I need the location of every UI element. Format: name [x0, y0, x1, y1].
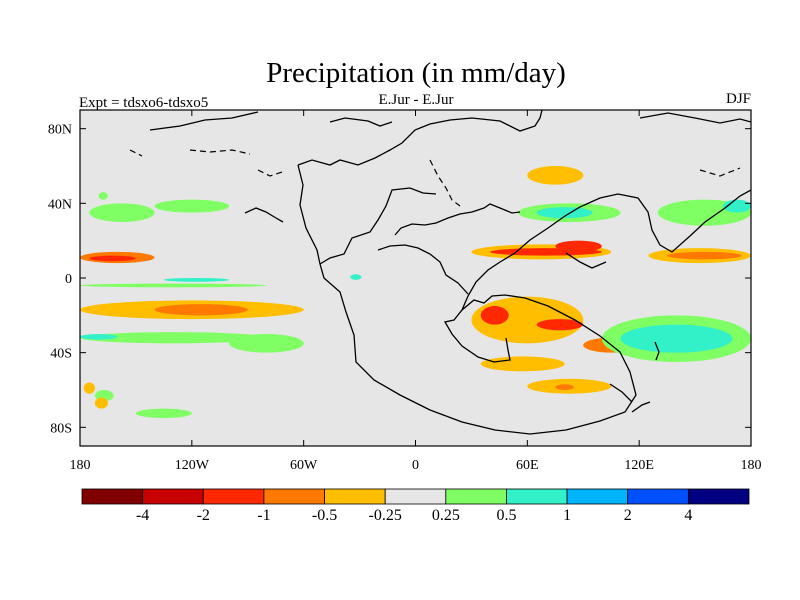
colorbar-swatch	[202, 488, 265, 505]
precip-anomaly-patch-7	[80, 332, 267, 344]
precip-anomaly-patch-10	[154, 199, 230, 213]
map-background	[80, 110, 751, 446]
precip-anomaly-patch-31	[536, 207, 593, 219]
precip-anomaly-patch-2	[163, 278, 230, 282]
precip-anomaly-patch-22	[480, 306, 509, 325]
y-axis: 80N 40N 0 40S 80S	[48, 123, 751, 436]
colorbar-swatch	[506, 488, 568, 505]
precip-anomaly-patch-6	[154, 304, 248, 316]
colorbar-label: -4	[136, 507, 149, 524]
precip-anomaly-patch-29	[620, 324, 733, 353]
colorbar-label: 2	[624, 507, 632, 524]
colorbar-label: 0.25	[432, 507, 460, 524]
precip-anomaly-patch-9	[89, 203, 155, 223]
precip-anomaly-patch-36	[83, 382, 95, 394]
y-tick-label: 80S	[50, 421, 72, 436]
x-tick-label: 60W	[290, 458, 318, 473]
colorbar-swatch	[263, 488, 325, 505]
colorbar-label: 1	[563, 507, 571, 524]
colorbar-swatch	[324, 488, 386, 505]
precip-anomaly-patch-18	[555, 240, 602, 252]
coastline-fragments	[129, 149, 741, 207]
colorbar-swatch	[687, 488, 750, 505]
subtitle-right: DJF	[726, 91, 751, 107]
precip-anomaly-patch-33	[723, 199, 751, 213]
colorbar-swatch	[81, 488, 144, 505]
y-tick-label: 40N	[48, 197, 72, 212]
y-tick-label: 40S	[50, 347, 72, 362]
y-tick-label: 0	[65, 272, 72, 287]
precip-anomaly-patch-8	[80, 334, 118, 340]
colorbar-label: -2	[197, 507, 210, 524]
precip-anomaly-patch-34	[527, 166, 584, 185]
colorbar: -4 -2 -1 -0.5 -0.25 0.25 0.5 1 2 4	[81, 488, 750, 524]
colorbar-swatch	[384, 488, 447, 505]
x-tick-label: 0	[412, 458, 419, 473]
colorbar-swatch	[627, 488, 689, 505]
colorbar-label: -1	[257, 507, 270, 524]
subtitle-center: E.Jur - E.Jur	[379, 92, 454, 108]
y-tick-label: 80N	[48, 123, 72, 138]
precip-anomaly-patch-15	[350, 274, 362, 280]
precip-anomaly-patch-20	[667, 251, 742, 260]
x-tick-label: 60E	[516, 458, 539, 473]
x-axis: 180 120W 60W 0 60E 120E 180	[70, 110, 762, 473]
precip-anomaly-patch-12	[98, 192, 108, 200]
chart-title: Precipitation (in mm/day)	[266, 57, 566, 89]
precip-anomaly-patch-35	[135, 408, 192, 419]
precip-anomaly-patch-27	[555, 384, 574, 391]
colorbar-label: -0.25	[369, 507, 402, 524]
colorbar-swatch	[566, 488, 629, 505]
colorbar-label: -0.5	[312, 507, 337, 524]
x-tick-label: 180	[741, 458, 762, 473]
colorbar-swatch	[445, 488, 507, 505]
x-tick-label: 120W	[175, 458, 210, 473]
colorbar-label: 4	[684, 507, 692, 524]
precip-anomaly-patch-1	[80, 283, 267, 288]
precip-anomaly-patch-4	[89, 255, 136, 262]
x-tick-label: 120E	[624, 458, 654, 473]
precip-anomaly-patch-14	[94, 397, 108, 409]
precip-anomaly-patch-11	[229, 334, 304, 353]
colorbar-swatch	[142, 488, 204, 505]
precip-field	[80, 166, 751, 419]
subtitle-left: Expt = tdsxo6-tdsxo5	[79, 95, 208, 111]
precip-anomaly-patch-25	[480, 356, 565, 372]
colorbar-label: 0.5	[496, 507, 516, 524]
coastline	[149, 110, 751, 435]
x-tick-label: 180	[70, 458, 91, 473]
precip-anomaly-patch-23	[536, 319, 584, 331]
